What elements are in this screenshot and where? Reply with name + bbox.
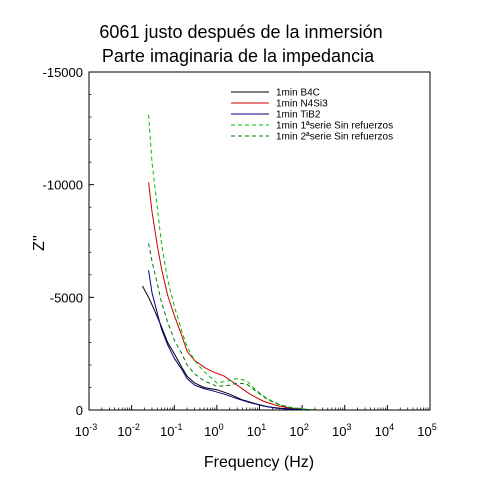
legend-label: 1min 2ªserie Sin refuerzos: [276, 132, 393, 143]
x-tick-label: 10-1: [160, 422, 182, 439]
legend-label: 1min TiB2: [276, 110, 321, 121]
x-tick-label: 10-3: [75, 422, 97, 439]
series-line-2: [148, 182, 316, 411]
series-line-4: [148, 114, 316, 411]
y-tick-label: -15000: [43, 65, 83, 80]
x-tick-label: 104: [375, 422, 394, 439]
chart-title: 6061 justo después de la inmersión: [99, 22, 382, 42]
x-axis-ticks: 10-3 10-2 10-1 100 101 102 103 104 105: [75, 405, 437, 439]
series-line-3: [148, 270, 310, 411]
y-axis-label: Z'': [31, 235, 48, 251]
x-axis-label: Frequency (Hz): [204, 454, 314, 471]
series-line-5: [148, 243, 316, 411]
legend-label: 1min B4C: [276, 88, 320, 99]
legend-label: 1min 1ªserie Sin refuerzos: [276, 121, 393, 132]
x-tick-label: 10-2: [117, 422, 139, 439]
legend-label: 1min N4Si3: [276, 99, 328, 110]
series-layer: [142, 114, 316, 411]
y-tick-label: -10000: [43, 178, 83, 193]
chart-subtitle: Parte imaginaria de la impedancia: [102, 46, 375, 66]
y-axis-ticks: 0 -5000 -10000 -15000: [43, 65, 94, 418]
x-tick-label: 102: [289, 422, 308, 439]
x-tick-label: 103: [332, 422, 351, 439]
x-tick-label: 100: [204, 422, 223, 439]
x-tick-label: 101: [247, 422, 266, 439]
y-tick-label: -5000: [50, 290, 83, 305]
x-tick-label: 105: [417, 422, 436, 439]
series-line-1: [142, 285, 316, 411]
y-tick-label: 0: [76, 403, 83, 418]
